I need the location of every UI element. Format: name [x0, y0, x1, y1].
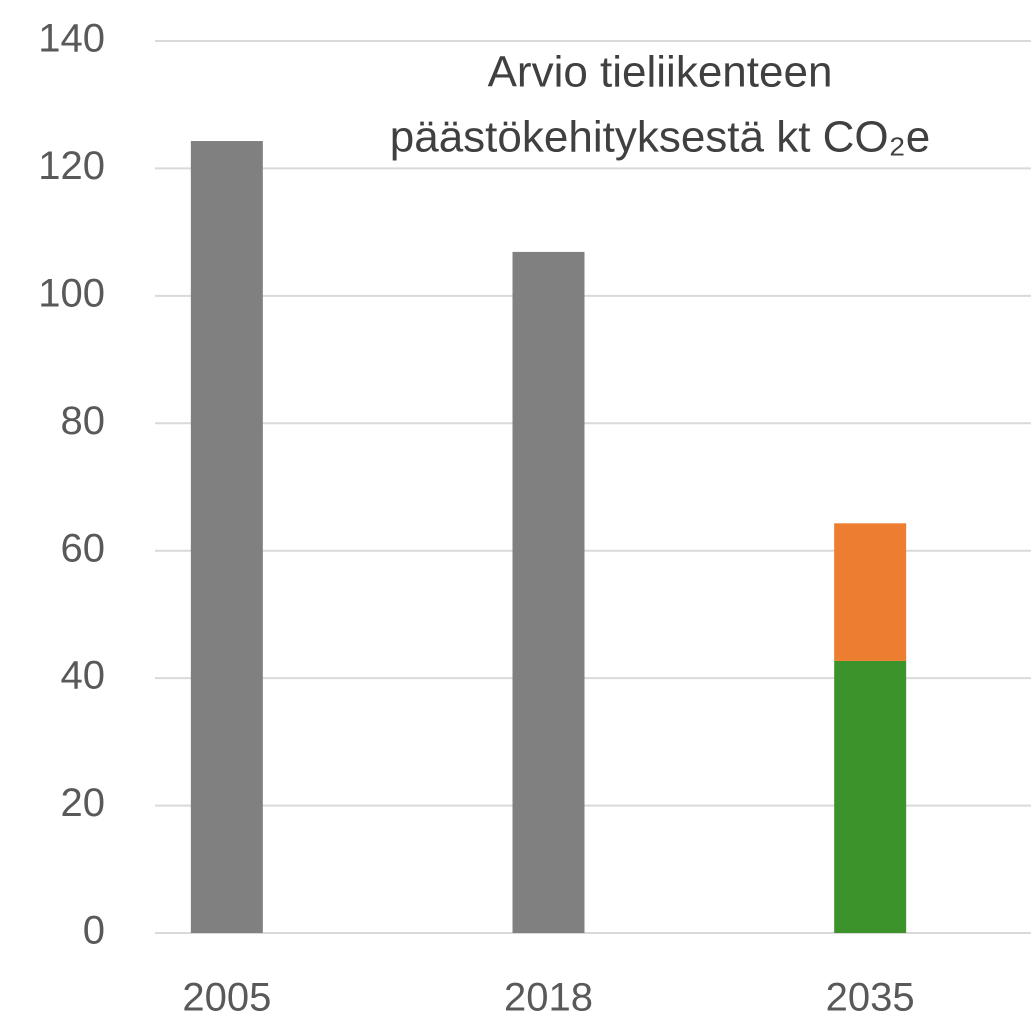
bar-segment [834, 523, 907, 661]
y-tick-label: 0 [83, 909, 105, 953]
y-tick-label: 60 [61, 526, 106, 570]
y-tick-label: 20 [61, 781, 106, 825]
y-tick-label: 120 [38, 144, 105, 188]
bar-segment [190, 141, 263, 933]
x-tick-label: 2035 [826, 976, 915, 1020]
y-tick-label: 140 [38, 17, 105, 61]
y-tick-label: 100 [38, 271, 105, 315]
x-tick-label: 2005 [182, 976, 271, 1020]
y-tick-label: 80 [61, 399, 106, 443]
chart-title: Arvio tieliikenteen [488, 48, 833, 97]
bar-segment [512, 251, 585, 933]
bar-segment [834, 660, 907, 933]
y-tick-label: 40 [61, 654, 106, 698]
x-tick-label: 2018 [504, 976, 593, 1020]
chart-title: päästökehityksestä kt CO₂e [390, 113, 930, 162]
